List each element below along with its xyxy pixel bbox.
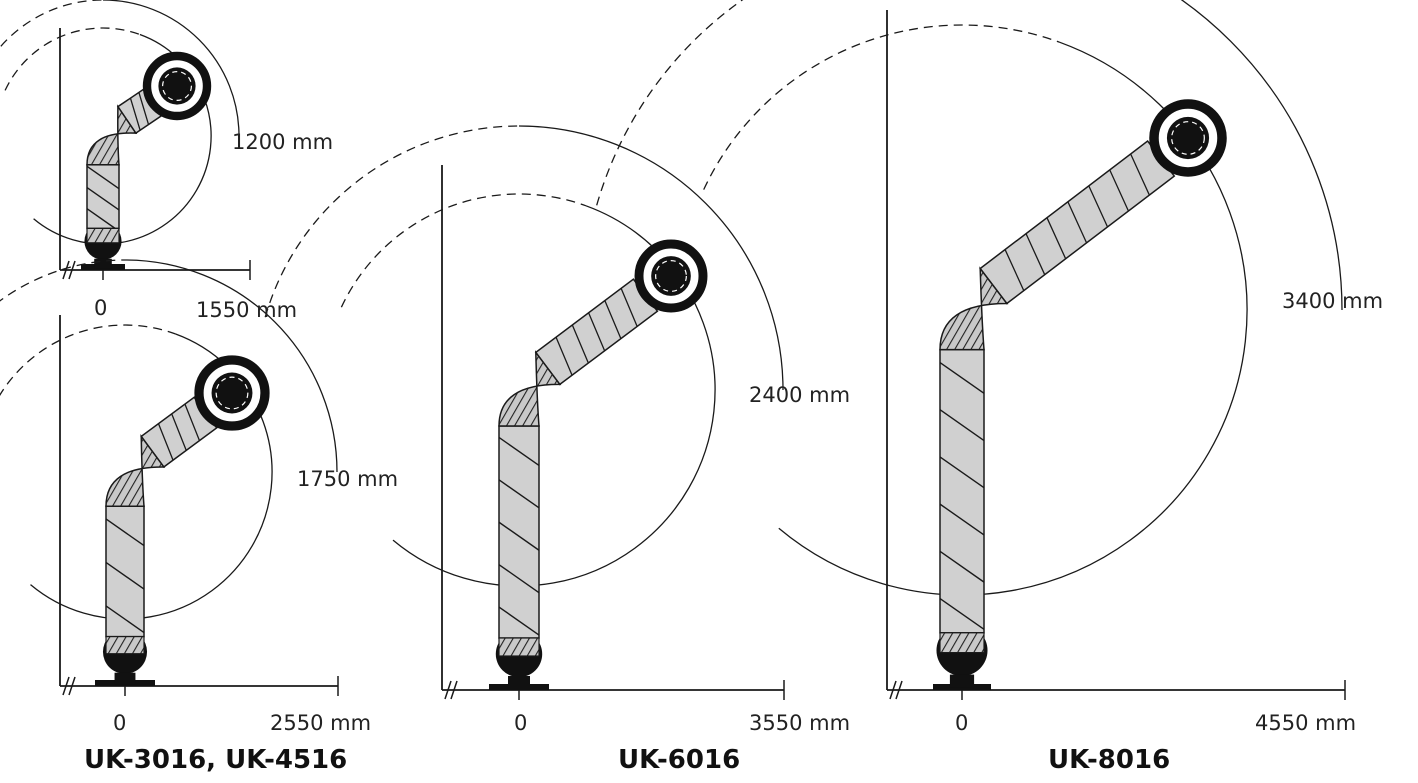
upper-arm-spiral [129, 97, 141, 131]
horizontal-reach-arc [124, 259, 338, 473]
lower-arm-spiral [939, 456, 985, 489]
extraction-hood-grille [655, 260, 687, 292]
upper-arm-spiral [157, 423, 174, 461]
lower-arm-spiral [939, 361, 985, 394]
upper-reach-label-uk8016: 3400 mm [1282, 289, 1384, 313]
lower-arm-spiral [939, 597, 985, 630]
upper-arm-spiral [1088, 185, 1109, 228]
upper-reach-arc-dashed [703, 24, 1060, 190]
lower-arm-spiral [498, 521, 540, 551]
upper-arm-spiral [555, 336, 573, 376]
lower-hose-bellows [939, 632, 985, 654]
upper-reach-label-uk3016-large: 1750 mm [297, 467, 399, 491]
horizontal-reach-label-uk3016-large: 2550 mm [270, 711, 372, 735]
elbow-hose-bellows [86, 104, 138, 166]
lower-arm-spiral [105, 605, 145, 634]
lower-arm-spiral [498, 564, 540, 594]
upper-arm-spiral [1130, 153, 1150, 196]
extraction-hood-grille [162, 70, 193, 101]
origin-label-uk6016: 0 [514, 711, 528, 735]
lower-arm-tube [86, 164, 120, 230]
horizontal-reach-label-uk8016: 4550 mm [1255, 711, 1357, 735]
extraction-hood-inner [158, 67, 196, 105]
base-neck [508, 676, 530, 688]
upper-arm-spiral [138, 92, 150, 125]
upper-arm-spiral [1109, 169, 1130, 212]
upper-arm-spiral [1067, 201, 1088, 244]
elbow-hose-bellows [105, 434, 166, 507]
base-neck [94, 258, 112, 269]
lower-arm-spiral [498, 606, 540, 636]
lower-arm-spiral [498, 479, 540, 509]
lower-arm-spiral [105, 561, 145, 590]
elbow-hose-bellows [939, 266, 1009, 351]
lower-hose-bellows [498, 637, 540, 657]
upper-arm-spiral [1046, 217, 1067, 260]
upper-arm-spiral [1025, 233, 1046, 275]
model-label-uk8016: UK-8016 [1048, 745, 1171, 775]
upper-reach-label-uk3016-small: 1200 mm [232, 130, 334, 154]
upper-reach-arc-dashed [340, 193, 587, 308]
upper-reach-arc-dashed [4, 27, 141, 91]
reach-diagram-uk3016-large [0, 259, 339, 696]
lower-arm-tube [939, 348, 985, 634]
lower-arm-spiral [105, 518, 145, 547]
axis-break-mark [62, 260, 70, 280]
horizontal-reach-arc-dashed [596, 0, 744, 206]
horizontal-reach-label-uk3016-small: 1550 mm [196, 298, 298, 322]
lower-arm-spiral [939, 503, 985, 536]
lower-arm-tube [105, 505, 145, 638]
lower-arm-spiral [86, 165, 120, 190]
axis-break-mark [68, 260, 76, 280]
base-neck [949, 674, 975, 688]
model-label-uk6016: UK-6016 [618, 745, 741, 775]
upper-arm-spiral [1004, 249, 1025, 291]
axis-break-mark [895, 680, 903, 700]
upper-reach-label-uk6016: 2400 mm [749, 383, 851, 407]
horizontal-reach-label-uk6016: 3550 mm [749, 711, 851, 735]
extraction-hood-inner [651, 256, 691, 296]
upper-arm-spiral [184, 403, 201, 441]
extraction-hood-inner [211, 372, 253, 414]
model-label-uk3016-uk4516: UK-3016, UK-4516 [84, 745, 348, 775]
upper-arm-spiral [571, 324, 589, 364]
upper-arm-spiral [604, 300, 622, 339]
horizontal-reach-arc-dashed [0, 0, 104, 49]
extraction-hood-grille [215, 376, 249, 410]
horizontal-reach-arc-dashed [0, 259, 126, 302]
elbow-hose-bellows [498, 350, 562, 427]
base-neck [114, 672, 136, 685]
extraction-hood-grille [1171, 121, 1205, 155]
horizontal-reach-arc [102, 0, 240, 137]
origin-label-uk8016: 0 [955, 711, 969, 735]
upper-arm-spiral [620, 288, 638, 327]
lower-hose-bellows [105, 635, 145, 655]
lower-arm-spiral [86, 208, 120, 232]
reach-diagram-uk6016 [264, 125, 785, 700]
horizontal-reach-arc-dashed [264, 125, 520, 318]
axis-break-mark [450, 680, 458, 700]
reach-diagram-uk3016-small [0, 0, 251, 280]
lower-arm-spiral [498, 436, 540, 467]
horizontal-reach-arc [1180, 0, 1343, 311]
lower-arm-spiral [86, 186, 120, 211]
lower-arm-spiral [939, 409, 985, 442]
horizontal-reach-arc [518, 125, 784, 391]
upper-arm-spiral [588, 312, 606, 352]
reach-diagram-uk8016 [596, 0, 1346, 700]
origin-label-uk3016-large: 0 [113, 711, 127, 735]
upper-reach-arc-dashed [0, 324, 176, 397]
extraction-hood-inner [1166, 116, 1210, 160]
axis-break-mark [444, 680, 452, 700]
lower-arm-spiral [939, 550, 985, 583]
axis-break-mark [889, 680, 897, 700]
axis-break-mark [68, 676, 76, 696]
origin-label-uk3016-small: 0 [94, 296, 108, 320]
lower-arm-tube [498, 425, 540, 639]
lower-hose-bellows [86, 227, 120, 244]
axis-break-mark [62, 676, 70, 696]
upper-arm-spiral [171, 413, 187, 451]
